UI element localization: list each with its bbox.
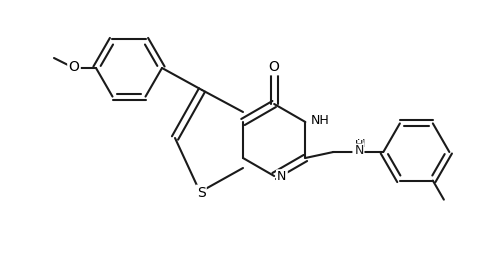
Text: N: N [353,143,363,157]
Text: O: O [69,60,79,74]
Text: O: O [269,60,280,74]
Text: S: S [197,186,205,200]
Text: N: N [354,143,364,157]
Text: H: H [355,140,363,150]
Text: N: N [277,171,287,183]
Text: H: H [357,139,365,149]
Text: NH: NH [310,115,329,127]
